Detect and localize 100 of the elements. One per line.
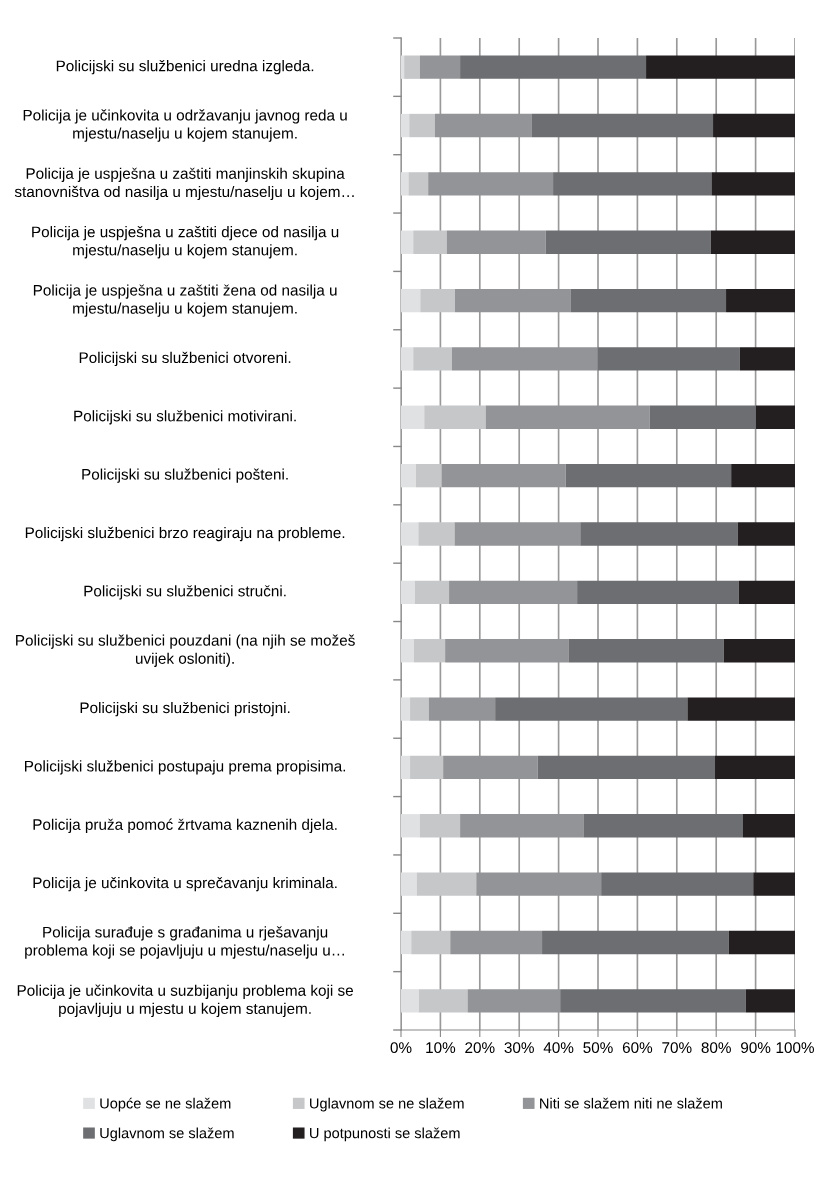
- y-tick-label: Policija je učinkovita u održavanju javnog reda u mjestu/naselju u kojem stanujem.: [23, 109, 347, 142]
- bar: [553, 172, 712, 196]
- bar: [583, 814, 743, 838]
- bar: [728, 930, 795, 955]
- y-tick-label: Policija je uspješna u zaštiti žena od nasilja u mjestu/naselju u kojem stanujem.: [33, 284, 337, 317]
- y-tick-label: Policijski su službenici uredna izgleda.: [56, 60, 314, 75]
- bar: [723, 639, 795, 663]
- bar: [710, 230, 795, 254]
- bar: [410, 697, 429, 721]
- bar: [401, 755, 411, 780]
- bar: [401, 113, 410, 138]
- y-tick-label: Policija je uspješna u zaštiti djece od nasilja u mjestu/naselju u kojem stanujem.: [32, 226, 339, 259]
- bar: [410, 755, 444, 780]
- x-tick-label: 100%: [776, 1042, 814, 1054]
- bar: [413, 347, 452, 371]
- bar: [597, 347, 740, 371]
- y-tick-label: Policijski službenici brzo reagiraju na probleme.: [25, 526, 345, 542]
- bar: [737, 522, 795, 546]
- bar: [565, 463, 732, 488]
- bar: [401, 930, 412, 955]
- bar: [401, 463, 416, 488]
- bar: [731, 463, 795, 488]
- x-tick-label: 30%: [504, 1042, 534, 1054]
- bar: [646, 55, 795, 79]
- bar: [401, 989, 419, 1013]
- bar: [739, 347, 795, 371]
- bar: [413, 230, 447, 254]
- bar: [460, 55, 647, 79]
- x-tick-label: 90%: [741, 1042, 771, 1054]
- y-tick-label: Policija pruža pomoć žrtvama kaznenih djela.: [33, 818, 337, 833]
- bar: [418, 522, 455, 546]
- x-tick-label: 50%: [583, 1042, 613, 1054]
- bar: [401, 288, 421, 313]
- bar: [753, 872, 795, 896]
- bar: [401, 230, 414, 254]
- bar: [401, 872, 417, 896]
- bar: [401, 55, 405, 79]
- bar: [401, 639, 414, 663]
- legend-label: U potpunosti se slažem: [310, 1127, 460, 1142]
- x-tick-label: 60%: [622, 1042, 653, 1054]
- y-tick-label: Policijski su službenici motivirani.: [74, 410, 296, 425]
- bar: [742, 814, 795, 838]
- bar: [745, 989, 795, 1013]
- bar: [713, 113, 795, 138]
- legend-label: Uglavnom se slažem: [100, 1127, 234, 1142]
- legend-label: Niti se slažem niti ne slažem: [540, 1097, 722, 1109]
- bar: [580, 522, 738, 546]
- bar: [411, 930, 451, 955]
- bar: [577, 580, 739, 605]
- bar: [401, 697, 411, 721]
- bar: [415, 463, 442, 488]
- bar: [726, 288, 795, 313]
- bar: [568, 639, 724, 663]
- y-tick-label: Policijski su službenici stručni.: [84, 585, 286, 600]
- bar: [420, 288, 455, 313]
- x-tick-label: 80%: [701, 1042, 731, 1054]
- bar: [401, 814, 420, 838]
- bar: [408, 172, 429, 196]
- y-tick-label: Policijski su službenici otvoreni.: [79, 351, 291, 367]
- bar: [738, 580, 795, 605]
- bar: [401, 172, 409, 196]
- x-tick-label: 10%: [426, 1042, 456, 1054]
- x-tick-label: 0%: [390, 1042, 412, 1054]
- x-tick-label: 70%: [662, 1042, 692, 1054]
- x-tick-label: 40%: [543, 1042, 574, 1054]
- bar: [416, 872, 477, 896]
- bar: [419, 814, 461, 838]
- legend-label: Uopće se ne slažem: [100, 1097, 231, 1112]
- bar: [409, 113, 435, 138]
- bar: [545, 230, 711, 254]
- bar: [401, 580, 415, 605]
- bar: [601, 872, 754, 896]
- y-tick-label: Policija je učinkovita u sprečavanju kriminala.: [33, 876, 337, 892]
- bar: [495, 697, 688, 721]
- y-tick-label: Policijski su službenici pouzdani (na njih se možeš uvijek osloniti).: [16, 634, 355, 667]
- bar: [401, 522, 419, 546]
- bar: [531, 113, 714, 138]
- x-tick-label: 20%: [465, 1042, 495, 1054]
- bar: [537, 755, 716, 780]
- bar: [687, 697, 795, 721]
- bar: [401, 405, 425, 429]
- bar: [401, 347, 414, 371]
- bar: [715, 755, 795, 780]
- y-tick-label: Policijski su službenici pristojni.: [80, 701, 290, 717]
- bar: [649, 405, 756, 429]
- bar: [418, 989, 468, 1013]
- bar: [414, 639, 446, 663]
- y-tick-label: Policija je učinkovita u suzbijanju problema koji se pojavljuju u mjestu u kojem stanujem.: [17, 984, 353, 1018]
- y-tick-label: Policijski službenici postupaju prema propisima.: [25, 760, 346, 775]
- bar: [542, 930, 729, 955]
- bar: [560, 989, 746, 1013]
- y-tick-label: Policija surađuje s građanima u rješavanju problema koji se pojavljuju u mjestu/naselju u…: [25, 926, 344, 959]
- bar: [570, 288, 727, 313]
- y-tick-label: Policijski su službenici pošteni.: [82, 468, 288, 483]
- bar: [755, 405, 795, 429]
- bar: [711, 172, 795, 196]
- y-tick-label: Policija je uspješna u zaštiti manjinskih skupina stanovništva od nasilja u mjestu/naselju u kojem…: [14, 167, 354, 201]
- bar: [424, 405, 486, 429]
- bar: [414, 580, 450, 605]
- bar: [404, 55, 420, 79]
